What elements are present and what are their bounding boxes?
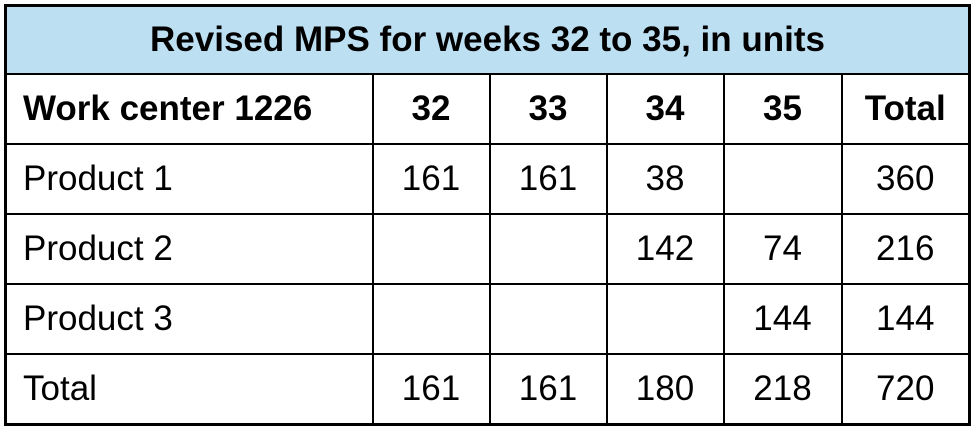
header-work-center: Work center 1226: [4, 73, 374, 145]
mps-table: Revised MPS for weeks 32 to 35, in units…: [4, 4, 971, 426]
cell-value: 161: [488, 353, 608, 426]
header-total: Total: [840, 73, 971, 145]
total-row: Total 161 161 180 218 720: [4, 353, 971, 426]
cell-value: [371, 283, 491, 355]
cell-value: 144: [722, 283, 843, 355]
cell-value: 216: [840, 213, 971, 285]
header-week: 35: [722, 73, 843, 145]
cell-value: 161: [371, 353, 491, 426]
cell-value: 142: [605, 213, 725, 285]
table-row: Product 2 142 74 216: [4, 213, 971, 285]
cell-value: [371, 213, 491, 285]
row-label: Product 2: [4, 213, 374, 285]
cell-value: [488, 283, 608, 355]
cell-value: [722, 143, 843, 215]
cell-value: [488, 213, 608, 285]
header-week: 34: [605, 73, 725, 145]
header-week: 32: [371, 73, 491, 145]
header-row: Work center 1226 32 33 34 35 Total: [4, 73, 971, 145]
row-label: Product 1: [4, 143, 374, 215]
table-row: Product 3 144 144: [4, 283, 971, 355]
table-row: Product 1 161 161 38 360: [4, 143, 971, 215]
row-label: Product 3: [4, 283, 374, 355]
table-title: Revised MPS for weeks 32 to 35, in units: [4, 4, 971, 75]
cell-value: 360: [840, 143, 971, 215]
cell-value: 218: [722, 353, 843, 426]
cell-value: 144: [840, 283, 971, 355]
cell-value: 180: [605, 353, 725, 426]
cell-value: 161: [488, 143, 608, 215]
cell-value: 720: [840, 353, 971, 426]
cell-value: [605, 283, 725, 355]
cell-value: 161: [371, 143, 491, 215]
cell-value: 74: [722, 213, 843, 285]
header-week: 33: [488, 73, 608, 145]
cell-value: 38: [605, 143, 725, 215]
row-label: Total: [4, 353, 374, 426]
